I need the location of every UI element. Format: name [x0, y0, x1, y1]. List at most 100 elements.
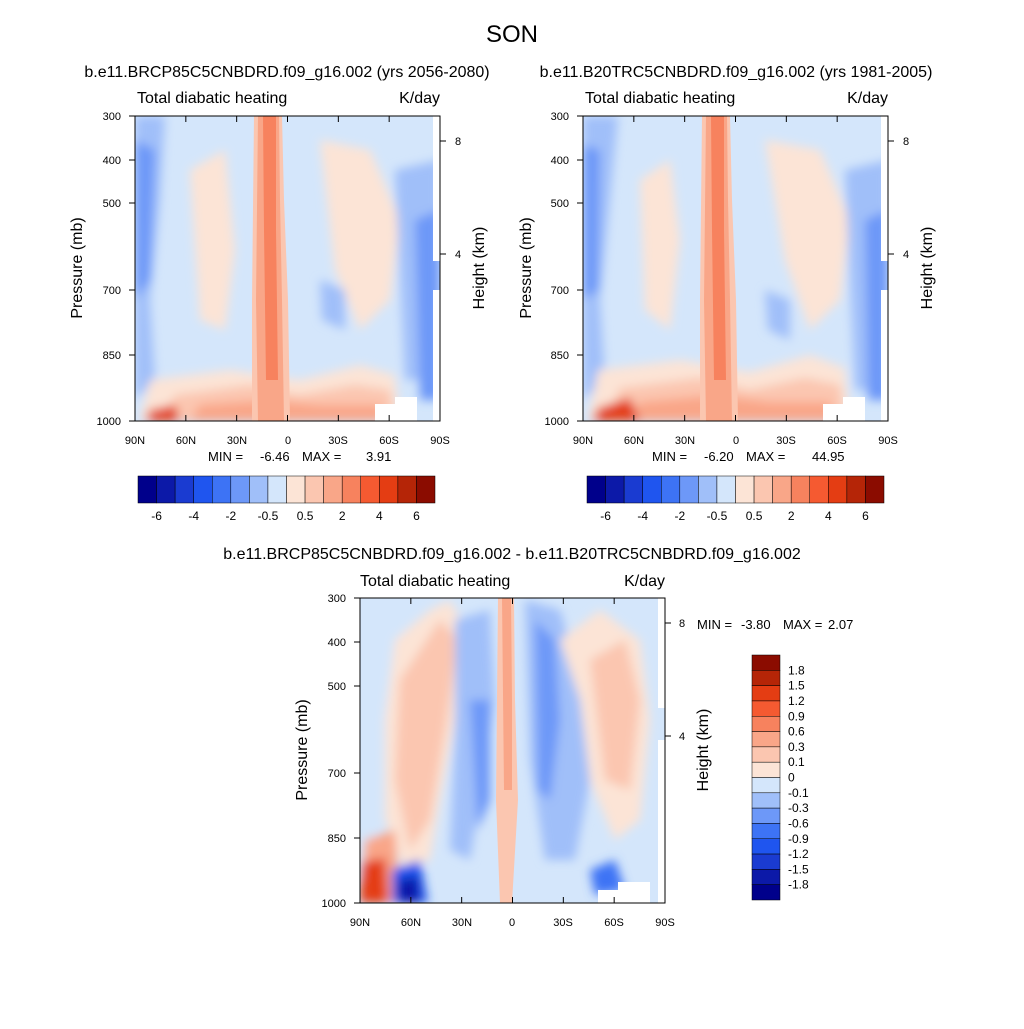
y-tick-label: 300 [328, 593, 346, 605]
frame-ticks [134, 116, 441, 421]
heatmap-field [135, 116, 440, 421]
colorbar-swatch [397, 475, 417, 504]
colorbar-swatch [790, 475, 810, 504]
panel-subtitle-left: Total diabatic heating [137, 90, 287, 107]
y-axis-label: Pressure (mb) [69, 217, 86, 318]
colorbar-swatch [751, 731, 781, 748]
min-value: -6.46 [260, 449, 290, 464]
min-label: MIN = [652, 449, 687, 464]
x-tick-label: 30N [227, 435, 247, 447]
colorbar-swatch [323, 475, 343, 504]
colorbar-label: 1.8 [788, 663, 805, 677]
x-tick-label: 90S [878, 435, 898, 447]
y-tick-label: 700 [328, 768, 346, 780]
colorbar-swatch [416, 475, 436, 504]
colorbar-label: 0.3 [788, 740, 805, 754]
colorbar-label: 4 [825, 509, 832, 523]
colorbar-label: -1.2 [788, 847, 809, 861]
colorbar-swatch [751, 761, 781, 778]
colorbar-label: -1.5 [788, 862, 809, 876]
colorbar-swatch [661, 475, 681, 504]
colorbar-label: -0.6 [788, 816, 809, 830]
colorbar-swatch [267, 475, 287, 504]
x-tick-label: 0 [733, 435, 739, 447]
panel-difference: b.e11.BRCP85C5CNBDRD.f09_g16.002 - b.e11… [223, 546, 853, 929]
y-right-tick-label: 4 [679, 731, 685, 743]
colorbar-swatch [751, 884, 781, 901]
colorbar-label: 4 [376, 509, 383, 523]
colorbar-label: -4 [188, 509, 199, 523]
x-axis: 90N 60N 30N 0 30S 60S 90S [573, 435, 898, 447]
x-tick-label: 90S [430, 435, 450, 447]
colorbar-swatch [751, 792, 781, 809]
colorbar-swatch [772, 475, 792, 504]
x-axis: 90N 60N 30N 0 30S 60S 90S [125, 435, 450, 447]
colorbar-swatch [865, 475, 885, 504]
colorbar-swatch [360, 475, 380, 504]
colorbar-label: 0.5 [297, 509, 314, 523]
y-tick-label: 1000 [322, 898, 346, 910]
colorbar-label: -0.3 [788, 801, 809, 815]
y-right-axis-label: Height (km) [471, 227, 488, 310]
x-tick-label: 30S [328, 435, 348, 447]
x-tick-label: 90N [573, 435, 593, 447]
frame-ticks [359, 598, 666, 903]
colorbar-swatch [249, 475, 269, 504]
y-tick-label: 850 [551, 350, 569, 362]
x-tick-label: 90S [655, 917, 675, 929]
min-label: MIN = [208, 449, 243, 464]
colorbar-swatch [586, 475, 606, 504]
y-axis-right: 8 4 Height (km) [440, 136, 488, 309]
colorbar-swatch [751, 685, 781, 702]
colorbar-swatch [605, 475, 625, 504]
colorbar-swatch [698, 475, 718, 504]
x-tick-label: 60S [604, 917, 624, 929]
x-axis: 90N 60N 30N 0 30S 60S 90S [350, 917, 675, 929]
max-label: MAX = [783, 617, 822, 632]
colorbar-swatch [642, 475, 662, 504]
colorbar: -6 -4 -2 -0.5 0.5 2 4 6 [586, 475, 885, 523]
x-tick-label: 30S [776, 435, 796, 447]
colorbar-swatch [174, 475, 194, 504]
min-max-readout: MIN = -6.46 MAX = 3.91 [208, 449, 391, 464]
y-tick-label: 400 [551, 155, 569, 167]
panel-subtitle-right: K/day [847, 90, 888, 107]
colorbar-label: -2 [674, 509, 685, 523]
y-axis-left: 300 400 500 700 850 1000 Pressure (mb) [69, 111, 135, 428]
colorbar-swatch [751, 807, 781, 824]
max-label: MAX = [302, 449, 341, 464]
colorbar-label: -0.5 [258, 509, 279, 523]
y-right-tick-label: 8 [679, 618, 685, 630]
colorbar-swatch [846, 475, 866, 504]
colorbar-swatch [156, 475, 176, 504]
colorbar-swatch [809, 475, 829, 504]
min-label: MIN = [697, 617, 732, 632]
colorbar-label: 0.5 [746, 509, 763, 523]
colorbar-label: 2 [788, 509, 795, 523]
colorbar-swatch [751, 670, 781, 686]
colorbar-label: 1.5 [788, 679, 805, 693]
colorbar-swatch [137, 475, 157, 504]
x-tick-label: 60S [379, 435, 399, 447]
heatmap-field [360, 598, 665, 903]
x-tick-label: 30N [452, 917, 472, 929]
x-tick-label: 90N [125, 435, 145, 447]
colorbar-label: -6 [151, 509, 162, 523]
colorbar-vertical: 1.81.51.20.90.60.30.10-0.1-0.3-0.6-0.9-1… [751, 654, 809, 901]
y-right-tick-label: 4 [903, 249, 909, 261]
panel-20thc: b.e11.B20TRC5CNBDRD.f09_g16.002 (yrs 198… [518, 64, 936, 523]
y-right-axis-label: Height (km) [695, 709, 712, 792]
y-right-tick-label: 8 [903, 136, 909, 148]
panel-title: b.e11.B20TRC5CNBDRD.f09_g16.002 (yrs 198… [540, 64, 933, 81]
y-tick-label: 700 [103, 285, 121, 297]
colorbar-swatch [751, 654, 781, 671]
x-tick-label: 30S [553, 917, 573, 929]
x-tick-label: 0 [285, 435, 291, 447]
colorbar-swatch [735, 475, 755, 504]
y-right-axis-label: Height (km) [919, 227, 936, 310]
colorbar-label: 6 [413, 509, 420, 523]
y-tick-label: 400 [328, 637, 346, 649]
max-label: MAX = [746, 449, 785, 464]
colorbar-swatch [304, 475, 324, 504]
frame-ticks [582, 116, 889, 421]
